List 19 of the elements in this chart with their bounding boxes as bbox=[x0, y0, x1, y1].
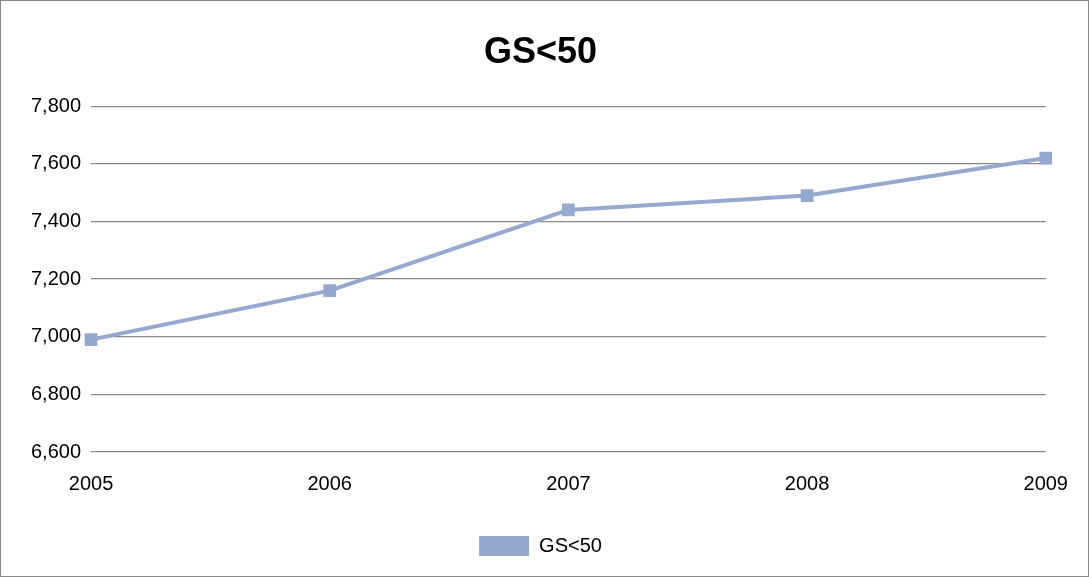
point bbox=[84, 333, 98, 346]
point bbox=[1039, 151, 1053, 165]
y-tick-label: 6,800 bbox=[30, 381, 82, 404]
y-tick-label: 7,600 bbox=[30, 151, 82, 174]
y-tick-label: 6,600 bbox=[30, 439, 82, 462]
x-tick-label: 2006 bbox=[307, 471, 352, 494]
x-tick-label: 2005 bbox=[68, 471, 114, 494]
point bbox=[323, 284, 337, 297]
y-tick-label: 7,200 bbox=[30, 266, 82, 289]
x-tick-label: 2008 bbox=[784, 471, 830, 494]
y-tick-label: 7,000 bbox=[30, 324, 82, 347]
x-tick-label: 2009 bbox=[1023, 471, 1068, 494]
y-tick-label: 7,400 bbox=[30, 208, 82, 231]
y-tick-label: 7,800 bbox=[30, 93, 82, 116]
point bbox=[562, 203, 575, 217]
legend-label: GS<50 bbox=[539, 533, 602, 556]
chart-title: GS<50 bbox=[483, 29, 598, 71]
x-tick-label: 2007 bbox=[546, 471, 591, 494]
point bbox=[800, 189, 814, 202]
